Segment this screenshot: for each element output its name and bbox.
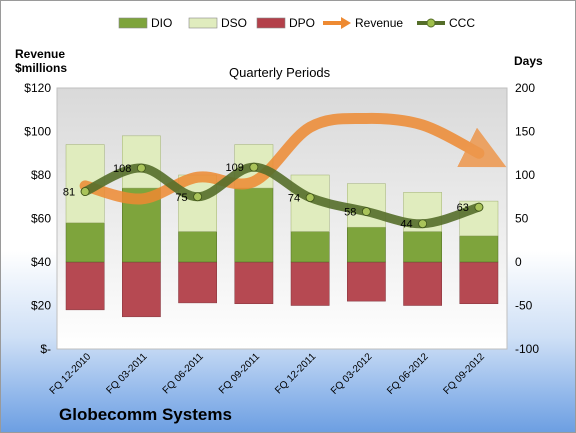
ccc-point bbox=[193, 192, 203, 202]
legend-swatch-dso bbox=[188, 17, 218, 29]
left-tick-label: $100 bbox=[24, 125, 51, 139]
ccc-data-label: 81 bbox=[63, 187, 75, 199]
right-tick-label: 0 bbox=[515, 255, 522, 269]
bar-dpo bbox=[290, 261, 330, 306]
bar-dpo bbox=[122, 261, 161, 318]
left-tick-label: $80 bbox=[31, 168, 51, 182]
category-label: FQ 12-2010 bbox=[48, 351, 94, 397]
ccc-data-label: 75 bbox=[175, 192, 187, 204]
left-tick-label: $120 bbox=[24, 81, 51, 95]
right-tick-label: 200 bbox=[515, 81, 535, 95]
bar-dio bbox=[234, 187, 274, 263]
bar-dso bbox=[122, 135, 161, 189]
legend-swatch-ccc-marker bbox=[426, 18, 436, 28]
ccc-point bbox=[305, 193, 315, 203]
company-name: Globecomm Systems bbox=[59, 405, 232, 424]
category-label: FQ 12-2011 bbox=[273, 351, 318, 396]
ccc-data-label: 74 bbox=[288, 193, 300, 205]
ccc-data-label: 108 bbox=[113, 163, 131, 175]
category-label: FQ 03-2011 bbox=[105, 351, 150, 396]
bar-dio bbox=[178, 231, 217, 263]
revenue-line bbox=[79, 112, 507, 205]
left-tick-label: $60 bbox=[31, 212, 51, 226]
right-tick-label: -100 bbox=[515, 342, 539, 356]
left-tick-label: $20 bbox=[31, 299, 51, 313]
bar-dio bbox=[403, 231, 442, 263]
bar-dio bbox=[65, 222, 105, 263]
legend-label-revenue: Revenue bbox=[355, 16, 403, 30]
bar-dio bbox=[347, 226, 386, 263]
bar-dpo bbox=[178, 261, 217, 304]
left-tick-label: $- bbox=[40, 342, 51, 356]
legend-label-dpo: DPO bbox=[289, 16, 315, 30]
legend-swatch-dpo bbox=[256, 17, 286, 29]
bar-dio bbox=[459, 235, 499, 263]
ccc-point bbox=[474, 202, 484, 212]
bar-dpo bbox=[347, 261, 386, 302]
bar-dpo bbox=[459, 261, 499, 305]
legend-label-ccc: CCC bbox=[449, 16, 475, 30]
right-tick-label: 100 bbox=[515, 168, 535, 182]
legend-swatch-revenue-head bbox=[341, 17, 351, 29]
legend-label-dso: DSO bbox=[221, 16, 247, 30]
bar-dpo bbox=[65, 261, 105, 311]
right-tick-label: -50 bbox=[515, 299, 533, 313]
legend-label-dio: DIO bbox=[151, 16, 172, 30]
left-tick-label: $40 bbox=[31, 255, 51, 269]
right-tick-label: 150 bbox=[515, 125, 535, 139]
bar-dpo bbox=[234, 261, 274, 305]
ccc-data-label: 44 bbox=[400, 219, 412, 231]
category-label: FQ 09-2011 bbox=[217, 351, 262, 396]
legend-swatch-dio bbox=[118, 17, 148, 29]
ccc-point bbox=[249, 162, 259, 172]
right-axis-title: Days bbox=[514, 54, 543, 68]
category-label: FQ 09-2012 bbox=[441, 351, 487, 397]
ccc-point bbox=[80, 187, 90, 196]
category-label: FQ 03-2012 bbox=[329, 351, 375, 397]
chart-title: Quarterly Periods bbox=[229, 65, 331, 80]
ccc-point bbox=[136, 163, 146, 173]
right-tick-label: 50 bbox=[515, 212, 529, 226]
left-axis-title-text: Revenue $millions bbox=[15, 47, 68, 75]
left-axis-title: Revenue $millions bbox=[15, 47, 67, 75]
category-label: FQ 06-2012 bbox=[385, 351, 431, 397]
bar-dio bbox=[290, 231, 330, 263]
ccc-line bbox=[80, 162, 484, 229]
ccc-data-label: 63 bbox=[457, 202, 469, 214]
bar-dpo bbox=[403, 261, 442, 306]
ccc-data-label: 58 bbox=[344, 207, 356, 219]
ccc-point bbox=[361, 207, 371, 216]
category-label: FQ 06-2011 bbox=[161, 351, 206, 396]
ccc-data-label: 109 bbox=[226, 162, 244, 174]
ccc-point bbox=[418, 219, 428, 229]
